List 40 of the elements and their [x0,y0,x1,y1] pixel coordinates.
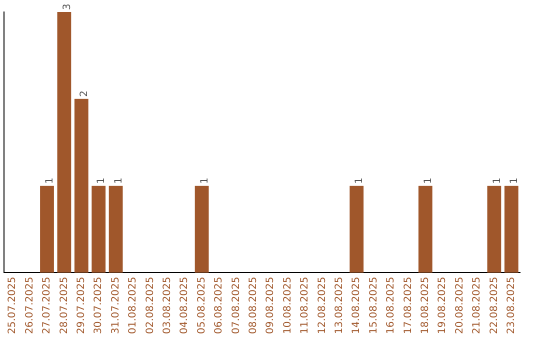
x-tick-label: 14.08.2025 [351,276,362,334]
x-tick-label: 02.08.2025 [144,276,156,334]
data-label: 1 [492,177,503,184]
x-tick-label: 01.08.2025 [128,276,139,334]
x-tick-label: 30.07.2025 [93,276,104,334]
x-tick-label: 21.08.2025 [472,276,483,334]
x-tick-label: 12.08.2025 [316,276,328,334]
x-tick-label: 07.08.2025 [230,276,242,334]
x-tick-label: 05.08.2025 [196,276,208,334]
x-tick-label: 26.07.2025 [24,276,36,334]
data-label: 1 [199,177,210,184]
x-tick-label: 22.08.2025 [488,276,500,334]
x-tick-label: 31.07.2025 [110,276,122,334]
x-tick-label: 20.08.2025 [454,276,466,334]
x-tick-label: 16.08.2025 [386,276,397,334]
x-tick-label: 19.08.2025 [437,276,448,334]
x-tick-label: 13.08.2025 [334,276,345,334]
x-tick-label: 29.07.2025 [76,276,87,334]
x-tick-label: 27.07.2025 [42,276,53,334]
x-tick-label: 25.07.2025 [7,276,18,334]
x-tick-label: 03.08.2025 [162,276,173,334]
data-label: 1 [422,177,434,184]
data-label: 1 [96,177,108,184]
data-label: 1 [508,177,520,184]
x-tick-label: 10.08.2025 [282,276,294,334]
x-tick-label: 06.08.2025 [214,276,225,334]
x-tick-label: 23.08.2025 [506,276,517,334]
data-label: 1 [113,177,124,184]
x-tick-label: 18.08.2025 [420,276,431,334]
x-tick-label: 17.08.2025 [402,276,414,334]
x-tick-label: 11.08.2025 [300,276,311,334]
x-tick-label: 09.08.2025 [265,276,276,334]
x-tick-label: 15.08.2025 [368,276,380,334]
data-label: 1 [354,177,366,184]
data-label: 1 [44,177,56,184]
data-label: 3 [62,4,73,10]
x-tick-label: 04.08.2025 [179,276,190,334]
data-label: 2 [78,90,90,97]
x-tick-label: 08.08.2025 [248,276,259,334]
x-tick-label: 28.07.2025 [58,276,70,334]
